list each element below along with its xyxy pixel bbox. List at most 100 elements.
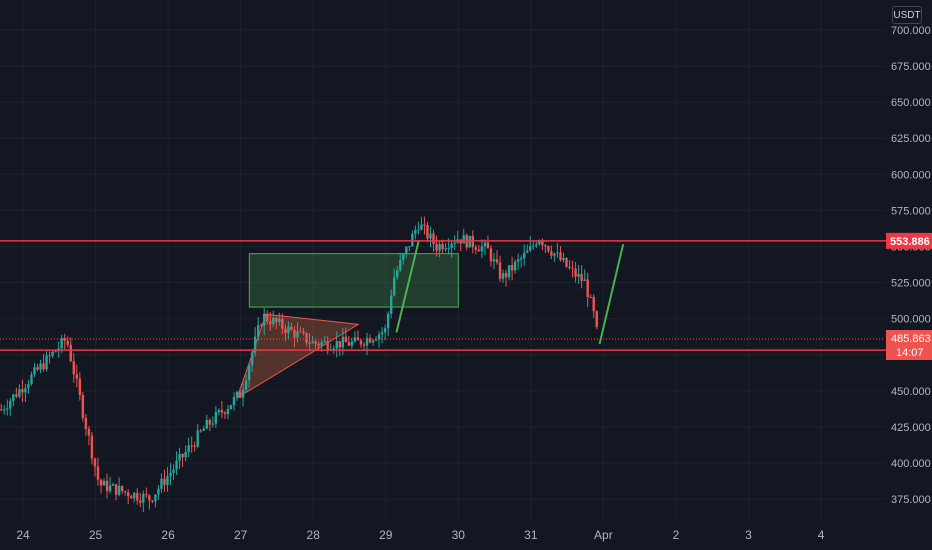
candle-body xyxy=(547,246,550,252)
time-tick-label: 25 xyxy=(89,528,103,542)
candle-body xyxy=(389,295,393,314)
candle-body xyxy=(386,313,390,329)
candle-body xyxy=(393,277,396,296)
candle-body xyxy=(556,252,559,254)
candle-body xyxy=(486,242,490,249)
candle-body xyxy=(108,485,112,492)
candle-body xyxy=(519,258,523,260)
candle-body xyxy=(513,261,517,271)
time-tick-label: 31 xyxy=(524,528,538,542)
countdown-text: 14:07 xyxy=(896,347,924,359)
candle-body xyxy=(111,484,115,486)
candle-body xyxy=(39,363,42,370)
candle-body xyxy=(51,351,54,356)
candle-body xyxy=(3,409,6,411)
candle-body xyxy=(420,224,423,230)
candle-body xyxy=(253,336,257,353)
candle-body xyxy=(193,445,196,447)
price-tick-label: 675.000 xyxy=(891,61,931,73)
price-levels[interactable] xyxy=(0,240,932,351)
candle-body xyxy=(190,445,193,447)
candle-body xyxy=(405,246,408,254)
candle-body xyxy=(441,244,444,250)
candle-body xyxy=(178,454,181,461)
candle-body xyxy=(175,460,178,470)
candle-body xyxy=(359,340,363,345)
candle-body xyxy=(504,273,508,278)
candle-body xyxy=(417,229,420,231)
candle-body xyxy=(211,423,215,425)
price-tick-label: 375.000 xyxy=(891,494,931,506)
candle-body xyxy=(293,329,296,338)
candle-body xyxy=(154,494,157,502)
candle-body xyxy=(532,245,535,247)
candle-body xyxy=(284,328,287,334)
time-axis[interactable]: 24 25 26 27 28 29 30 31 Apr 2 3 4 xyxy=(16,528,824,542)
price-tick-label: 450.000 xyxy=(891,386,931,398)
candle-body xyxy=(347,342,351,346)
candle-body xyxy=(278,318,281,323)
candle-body xyxy=(27,384,30,389)
candle-body xyxy=(160,478,163,489)
candle-body xyxy=(247,365,251,381)
candle-body xyxy=(320,342,323,346)
candle-body xyxy=(483,242,487,247)
candle-body xyxy=(205,420,208,429)
candle-body xyxy=(202,428,205,431)
candle-body xyxy=(544,245,547,247)
currency-label[interactable]: USDT xyxy=(892,6,922,24)
candle-body xyxy=(30,374,33,385)
candle-body xyxy=(269,321,272,325)
candle-body xyxy=(199,430,202,432)
candle-body xyxy=(241,389,245,398)
candle-body xyxy=(477,249,481,252)
candle-body xyxy=(169,472,172,477)
candle-body xyxy=(290,326,293,330)
candle-body xyxy=(102,480,106,486)
candle-body xyxy=(244,380,248,390)
candle-body xyxy=(0,409,3,411)
price-tick-label: 525.000 xyxy=(891,278,931,290)
candle-body xyxy=(66,340,69,345)
candle-body xyxy=(429,233,432,239)
candle-body xyxy=(350,341,354,346)
candle-body xyxy=(516,259,520,262)
candle-body xyxy=(60,338,63,349)
candle-body xyxy=(250,352,254,366)
candle-body xyxy=(117,485,121,495)
candle-body xyxy=(12,394,15,401)
candle-body xyxy=(263,313,266,326)
candle-body xyxy=(220,410,224,413)
time-tick-label: 4 xyxy=(818,528,825,542)
candle-body xyxy=(24,388,27,393)
time-tick-label: 28 xyxy=(307,528,321,542)
candle-body xyxy=(583,279,586,281)
candle-body xyxy=(142,494,145,503)
candle-body xyxy=(275,317,278,323)
candle-body xyxy=(317,343,320,346)
candle-body xyxy=(411,233,414,247)
candle-body xyxy=(90,435,94,459)
candle-body xyxy=(553,253,556,256)
candle-body xyxy=(287,326,290,334)
candle-body xyxy=(559,252,562,261)
candle-body xyxy=(495,259,499,263)
candle-body xyxy=(408,246,411,248)
candle-body xyxy=(260,325,263,327)
candle-body xyxy=(48,355,51,357)
candle-body xyxy=(172,469,175,473)
candle-body xyxy=(326,341,329,350)
time-tick-label: Apr xyxy=(594,528,613,542)
candle-body xyxy=(323,341,326,343)
candle-body xyxy=(45,355,48,370)
candle-body xyxy=(480,246,484,252)
current-price-text: 485.863 xyxy=(891,333,931,345)
candle-body xyxy=(426,225,429,239)
price-tick-label: 600.000 xyxy=(891,169,931,181)
candle-body xyxy=(208,420,212,425)
price-tick-label: 400.000 xyxy=(891,458,931,470)
candle-body xyxy=(9,400,12,409)
